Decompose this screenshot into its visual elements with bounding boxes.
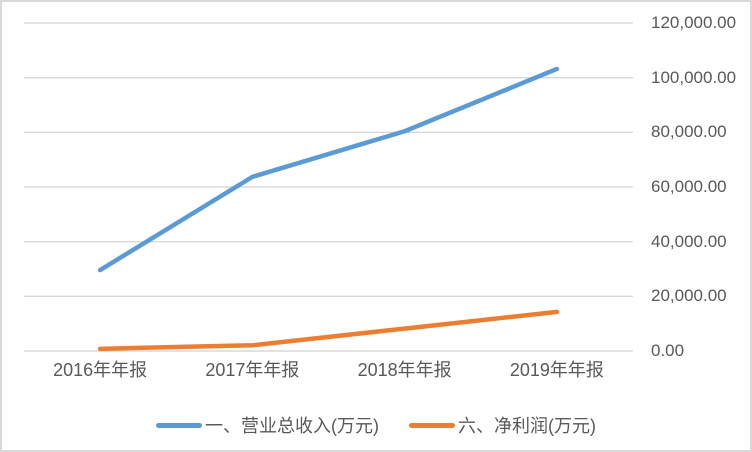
- x-axis-category-label: 2018年年报: [357, 360, 452, 380]
- y-axis-tick-label: 40,000.00: [651, 231, 727, 251]
- x-axis-category-label: 2019年年报: [509, 360, 604, 380]
- y-axis-tick-label: 80,000.00: [651, 122, 727, 142]
- net-profit-series-line: [97, 309, 560, 352]
- revenue-series-line: [97, 66, 560, 273]
- x-axis-category-label: 2016年年报: [53, 360, 148, 380]
- legend-item-net-profit: 六、净利润(万元): [409, 412, 596, 438]
- net-profit-line-swatch: [409, 422, 455, 428]
- y-axis-tick-label: 0.00: [651, 341, 685, 360]
- legend: 一、营业总收入(万元) 六、净利润(万元): [0, 412, 752, 438]
- revenue-line-swatch: [156, 422, 202, 428]
- y-axis-tick-label: 120,000.00: [651, 13, 737, 32]
- x-axis-category-label: 2017年年报: [205, 360, 300, 380]
- y-axis-tick-label: 60,000.00: [651, 177, 727, 196]
- y-axis-tick-label: 20,000.00: [651, 286, 727, 306]
- legend-item-revenue: 一、营业总收入(万元): [156, 412, 379, 438]
- legend-label-net-profit: 六、净利润(万元): [458, 416, 596, 436]
- legend-label-revenue: 一、营业总收入(万元): [205, 416, 379, 436]
- y-axis-tick-label: 100,000.00: [651, 67, 737, 87]
